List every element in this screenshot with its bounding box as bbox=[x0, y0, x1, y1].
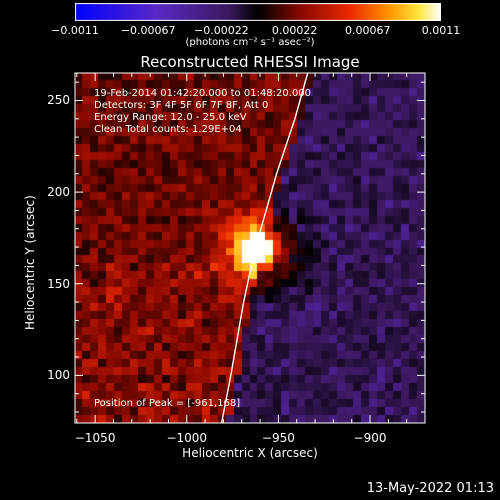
y-axis-label: Heliocentric Y (arcsec) bbox=[23, 195, 37, 330]
info-line: Energy Range: 12.0 - 25.0 keV bbox=[94, 112, 247, 123]
colorbar bbox=[75, 3, 441, 21]
x-axis-label: Heliocentric X (arcsec) bbox=[182, 446, 318, 460]
x-tick-label: −1050 bbox=[74, 431, 116, 445]
colorbar-tick-label: −0.0011 bbox=[51, 24, 99, 37]
info-line: Clean Total counts: 1.29E+04 bbox=[94, 124, 242, 135]
info-line: Detectors: 3F 4F 5F 6F 7F 8F, Att 0 bbox=[94, 100, 269, 111]
colorbar-tick-label: −0.00067 bbox=[120, 24, 176, 37]
peak-position-label: Position of Peak = [-961,168] bbox=[94, 398, 241, 409]
colorbar-tick-label: 0.0011 bbox=[421, 24, 461, 37]
info-line: 19-Feb-2014 01:42:20.000 to 01:48:20.000 bbox=[94, 88, 312, 99]
colorbar-tick-label: −0.00022 bbox=[194, 24, 249, 37]
x-tick-label: −1000 bbox=[166, 431, 208, 445]
colorbar-tick-label: 0.00067 bbox=[345, 24, 391, 37]
x-tick-label: −950 bbox=[261, 431, 295, 445]
x-tick-label: −900 bbox=[353, 431, 387, 445]
y-tick-label: 250 bbox=[47, 93, 70, 108]
chart-title: Reconstructed RHESSI Image bbox=[140, 53, 360, 71]
colorbar-unit-label: (photons cm⁻² s⁻¹ asec⁻²) bbox=[185, 37, 315, 48]
footer-timestamp: 13-May-2022 01:13 bbox=[366, 481, 494, 496]
y-tick-label: 200 bbox=[47, 185, 70, 200]
y-tick-label: 150 bbox=[47, 276, 70, 291]
y-tick-label: 100 bbox=[47, 368, 70, 383]
colorbar-tick-label: 0.00022 bbox=[271, 24, 318, 37]
